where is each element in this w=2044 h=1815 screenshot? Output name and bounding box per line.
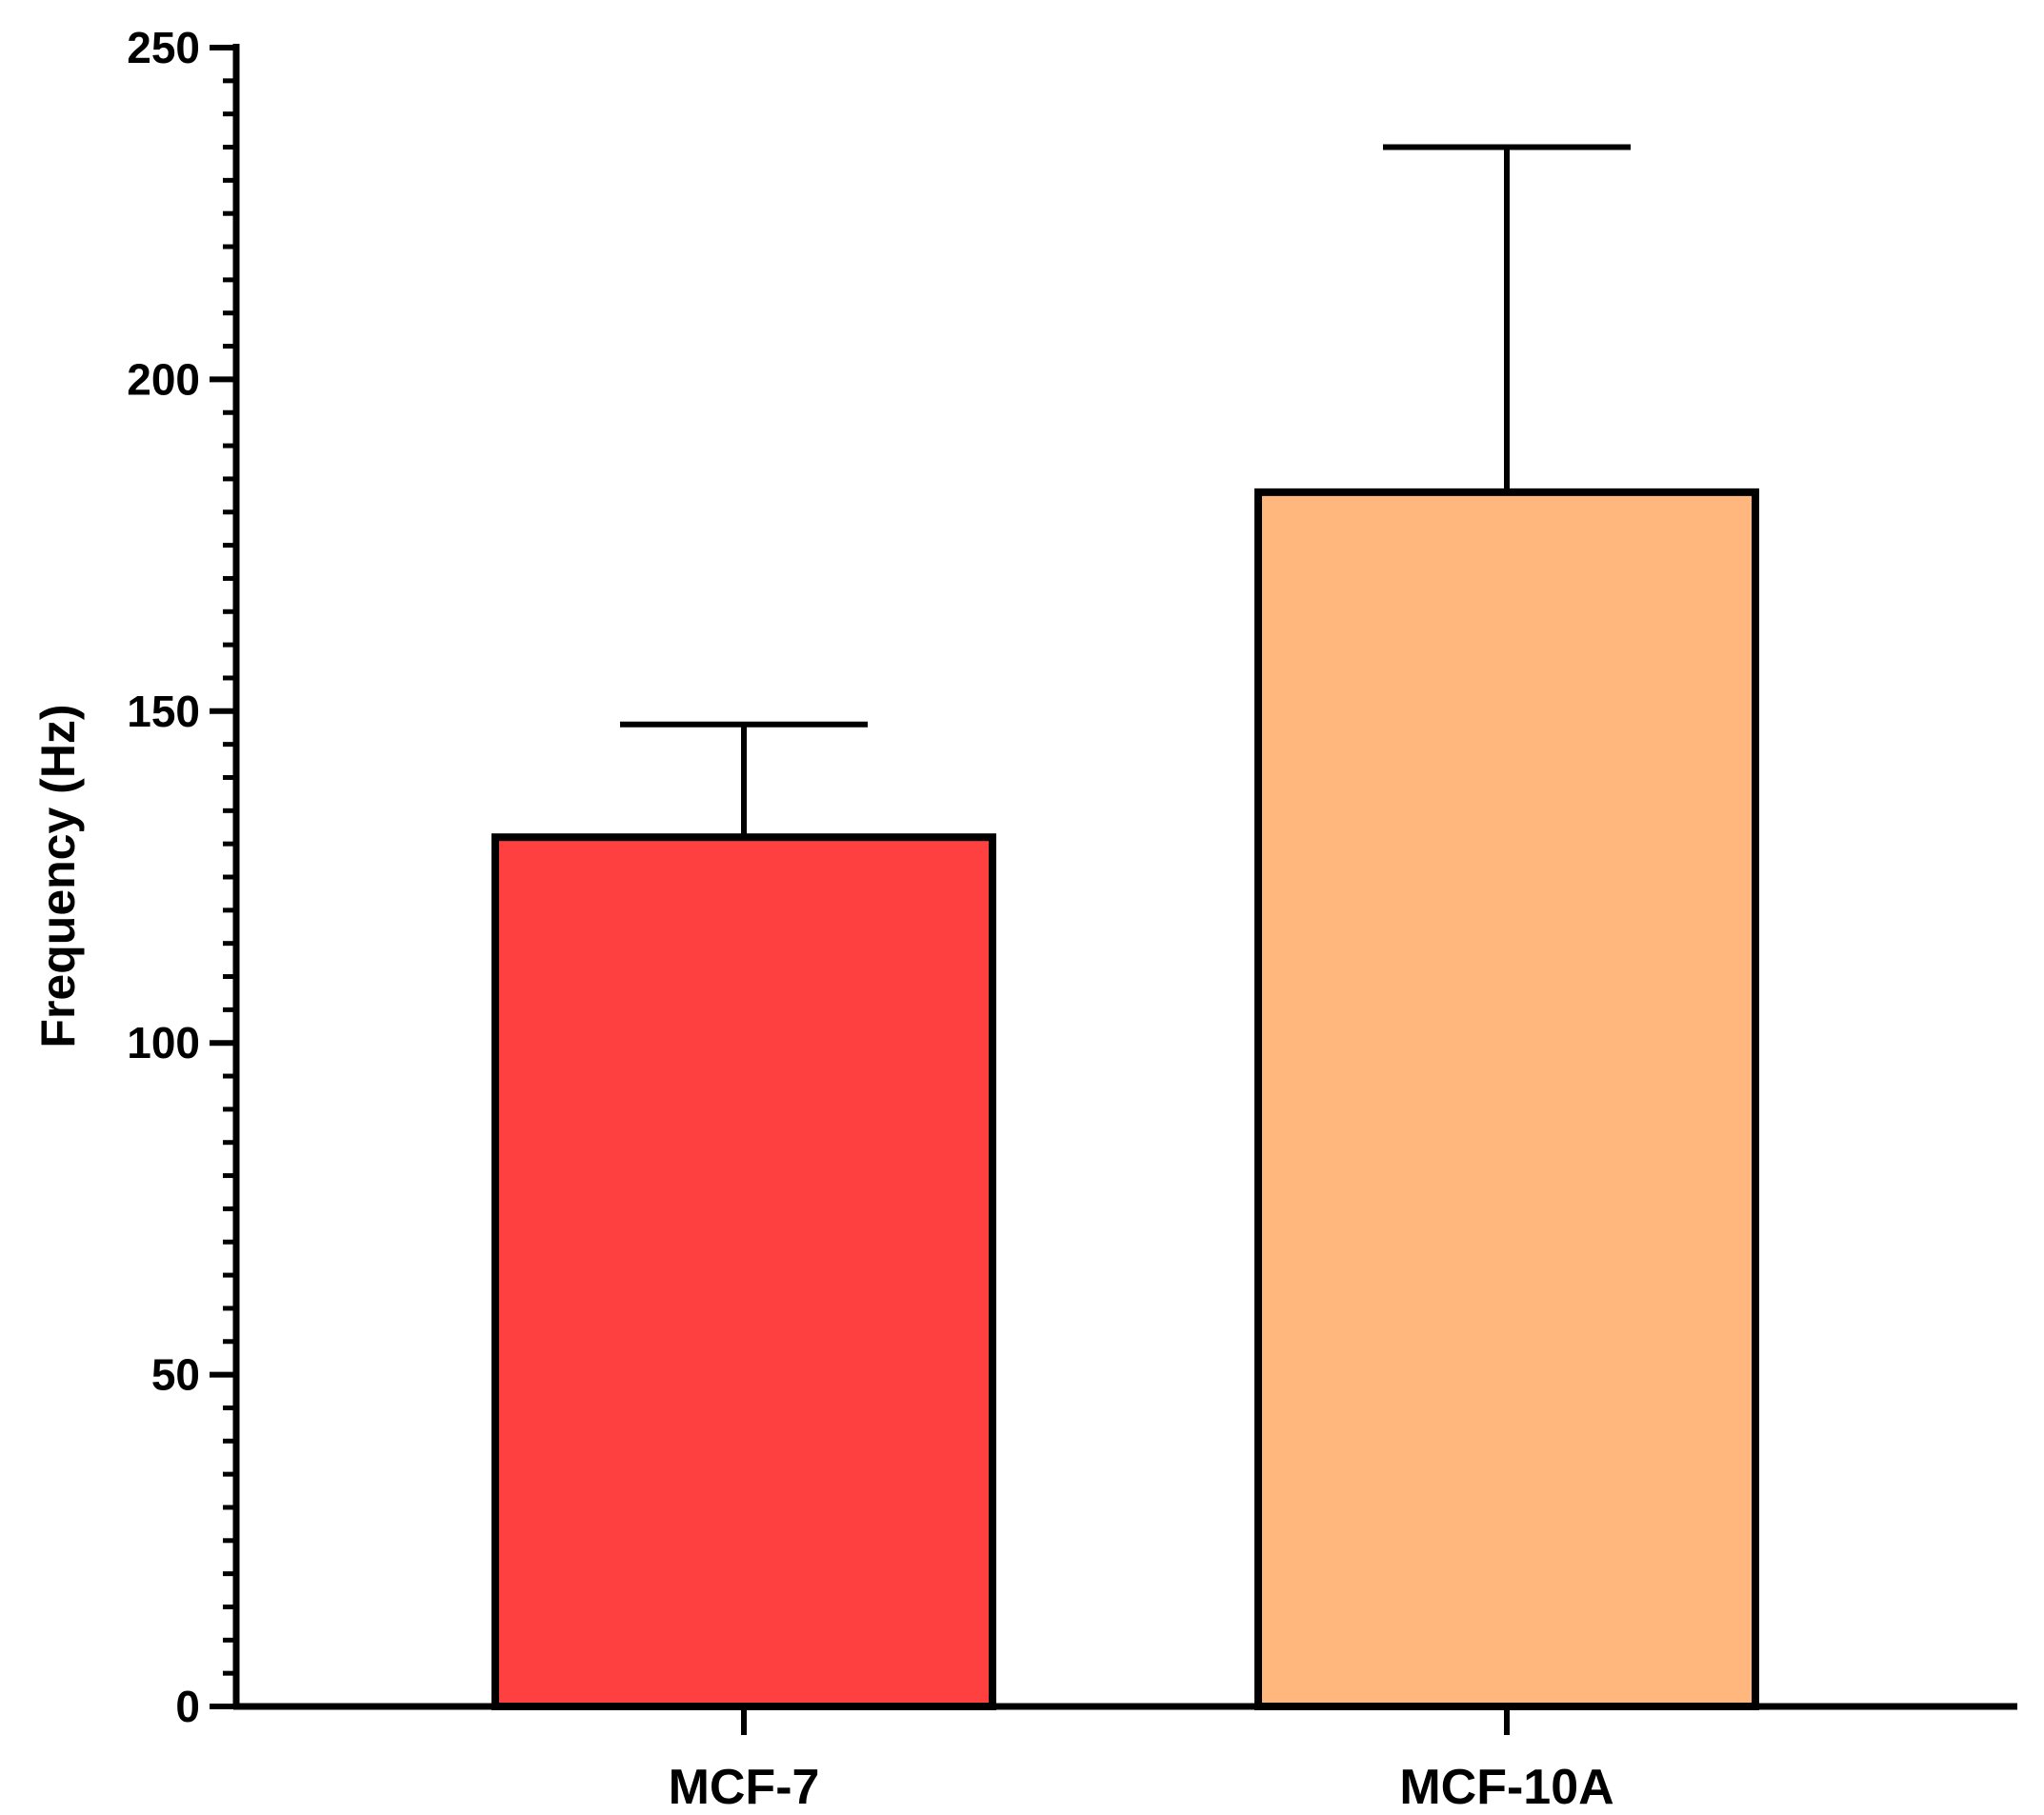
y-tick-label: 50 [151, 1350, 200, 1400]
bar-mcf-10a [1254, 488, 1759, 1711]
y-tick-label: 100 [127, 1018, 200, 1067]
y-ticks-layer [210, 45, 1510, 1735]
y-tick-label: 250 [127, 23, 200, 72]
y-tick-label: 0 [175, 1682, 200, 1731]
x-tick-label-mcf-7: MCF-7 [669, 1760, 820, 1815]
labels-layer: MCF-7 MCF-10A 0 50 100 150 200 250 [127, 23, 1613, 1815]
y-axis-label: Frequency (Hz) [31, 704, 85, 1047]
y-tick-label: 200 [127, 354, 200, 404]
y-tick-label: 150 [127, 687, 200, 736]
x-tick-label-mcf-10a: MCF-10A [1399, 1760, 1613, 1815]
error-bars-layer [620, 144, 1631, 838]
bar-mcf-7 [491, 833, 996, 1710]
bars-layer [491, 488, 1759, 1711]
